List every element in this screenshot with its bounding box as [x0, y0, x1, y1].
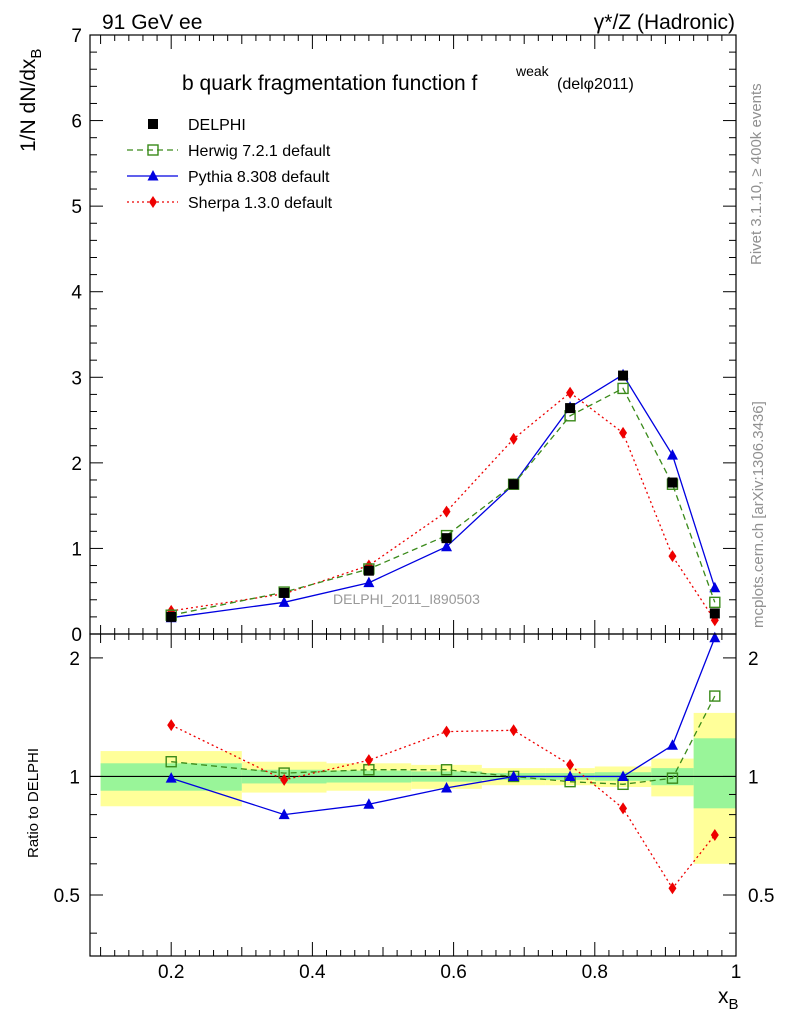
legend-marker-pythia: [147, 170, 159, 181]
legend-label-sherpa: Sherpa 1.3.0 default: [188, 195, 333, 212]
main-y-tick-label: 6: [71, 112, 82, 133]
svg-text:1/N dN/dxB: 1/N dN/dxB: [17, 49, 45, 152]
ratio-point-pythia: [441, 781, 453, 793]
main-y-tick-label: 4: [71, 283, 82, 304]
ratio-point-sherpa: [619, 802, 628, 815]
main-point-pythia: [666, 449, 678, 460]
main-point-data: [166, 611, 177, 622]
analysis-watermark: DELPHI_2011_I890503: [333, 591, 480, 607]
ratio-band-inner: [693, 738, 736, 809]
chart-title-note: (delφ2011): [557, 76, 634, 93]
ratio-frame: [89, 633, 737, 957]
main-y-tick-label: 0: [71, 625, 82, 646]
ratio-point-pythia: [564, 770, 576, 781]
ratio-point-sherpa: [442, 725, 451, 738]
chart-title: b quark fragmentation function f: [182, 72, 478, 95]
main-y-tick-label: 1: [71, 539, 82, 560]
legend-marker-data: [148, 119, 158, 129]
main-point-data: [565, 403, 576, 414]
main-point-data: [279, 587, 290, 598]
main-point-pythia: [709, 581, 721, 593]
ratio-point-sherpa: [280, 773, 289, 786]
ratio-point-pythia: [709, 631, 721, 643]
rivet-version-label: Rivet 3.1.10, ≥ 400k events: [748, 83, 765, 265]
main-point-data: [667, 477, 678, 488]
x-tick-label: 0.4: [299, 962, 326, 983]
ratio-point-sherpa: [566, 758, 575, 771]
main-point-sherpa: [442, 505, 451, 518]
ratio-y-tick-label-right: 1: [748, 767, 759, 788]
main-line-sherpa: [171, 391, 716, 621]
legend-label-herwig: Herwig 7.2.1 default: [188, 143, 331, 160]
main-point-pythia: [363, 576, 375, 588]
ratio-y-tick-label-left: 0.5: [54, 886, 80, 907]
ratio-point-sherpa: [509, 724, 518, 737]
main-line-herwig: [171, 387, 716, 616]
ratio-point-pythia: [363, 798, 375, 809]
legend: DELPHI Herwig 7.2.1 default Pythia 8.308 d…: [127, 117, 333, 212]
ratio-panel: [90, 631, 736, 895]
x-axis-label-text: x: [718, 985, 729, 1008]
main-panel: [165, 368, 721, 627]
main-frame: [89, 34, 737, 635]
x-tick-label: 0.2: [158, 962, 184, 983]
ratio-line-sherpa: [170, 724, 716, 890]
ratio-point-herwig: [666, 772, 679, 784]
mcplots-label: mcplots.cern.ch [arXiv:1306.3436]: [750, 401, 767, 628]
x-tick-label: 0.8: [582, 962, 608, 983]
ratio-point-pythia: [617, 770, 629, 781]
main-y-tick-label: 3: [71, 368, 82, 389]
main-point-pythia: [441, 540, 453, 552]
main-y-tick-label: 7: [71, 26, 82, 47]
header-energy: 91 GeV ee: [102, 11, 202, 34]
ratio-point-sherpa: [710, 829, 719, 842]
x-tick-label: 0.6: [440, 962, 466, 983]
y-axis-label-main: 1/N dN/dxB: [17, 49, 45, 152]
y-axis-label-text: 1/N dN/dx: [17, 58, 40, 152]
ratio-y-tick-label-left: 1: [69, 767, 80, 788]
main-point-data: [508, 479, 519, 490]
ratio-point-herwig: [165, 756, 177, 768]
main-line-pythia: [171, 373, 716, 619]
ratio-y-tick-label-right: 0.5: [748, 886, 774, 907]
ratio-point-pythia: [165, 772, 177, 783]
ratio-y-tick-label-right: 2: [748, 649, 759, 670]
ratio-point-pythia: [508, 770, 520, 781]
main-point-data: [363, 565, 374, 576]
header-process: γ*/Z (Hadronic): [594, 11, 735, 34]
ratio-point-herwig: [709, 690, 721, 702]
main-point-data: [709, 608, 720, 619]
main-point-data: [441, 533, 452, 544]
main-point-sherpa: [509, 432, 518, 445]
axes: 0 1 2 3 4 5 6 7 0.2 0.4 0.6 0.8 1 0.5 0.5 1 1 2 2: [54, 26, 775, 983]
legend-marker-herwig: [147, 144, 159, 156]
x-axis-label-subscript: B: [729, 996, 739, 1013]
legend-label-pythia: Pythia 8.308 default: [188, 169, 330, 186]
main-point-data: [618, 370, 629, 381]
y-axis-label-subscript: B: [28, 49, 45, 59]
main-point-herwig: [709, 596, 721, 609]
main-point-sherpa: [619, 426, 628, 439]
ratio-point-pythia: [666, 739, 678, 750]
ratio-y-tick-label-left: 2: [69, 649, 80, 670]
y-axis-label-ratio: Ratio to DELPHI: [25, 748, 42, 858]
main-point-sherpa: [668, 550, 677, 563]
main-y-tick-label: 5: [71, 197, 82, 218]
main-point-pythia: [278, 596, 290, 607]
legend-marker-sherpa: [149, 196, 157, 208]
ratio-point-pythia: [278, 808, 290, 820]
legend-label-data: DELPHI: [188, 117, 246, 134]
ratio-point-sherpa: [167, 719, 176, 732]
x-tick-label: 1: [731, 962, 742, 983]
main-y-tick-label: 2: [71, 454, 82, 475]
main-point-herwig: [617, 382, 629, 395]
main-point-sherpa: [566, 386, 575, 399]
ratio-point-herwig: [440, 764, 453, 776]
ratio-point-sherpa: [364, 754, 373, 767]
x-axis-label: xB: [718, 985, 739, 1013]
chart-title-superscript: weak: [515, 63, 550, 79]
ratio-point-sherpa: [668, 882, 677, 895]
